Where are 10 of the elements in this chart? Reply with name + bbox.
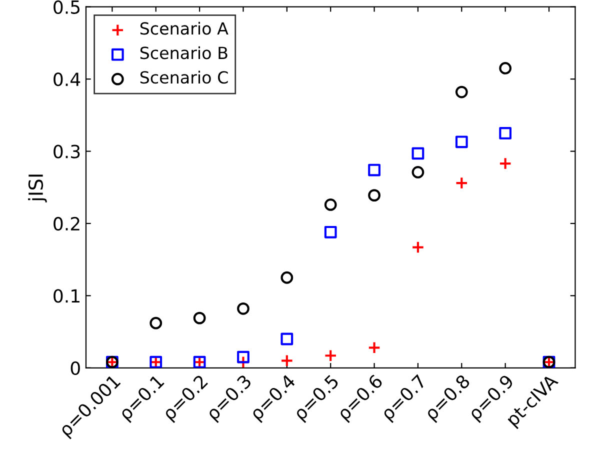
y-tick-label: 0: [70, 361, 80, 375]
y-axis-title: jISI: [28, 174, 47, 202]
legend-label: Scenario A: [140, 22, 228, 35]
y-tick-label: 0.4: [54, 72, 80, 86]
y-tick-label: 0.5: [54, 0, 80, 14]
y-tick-label: 0.3: [54, 144, 80, 158]
legend-label: Scenario C: [140, 70, 228, 84]
y-tick-label: 0.2: [54, 216, 80, 231]
legend-label: Scenario B: [140, 46, 228, 60]
y-tick-label: 0.1: [54, 289, 80, 303]
